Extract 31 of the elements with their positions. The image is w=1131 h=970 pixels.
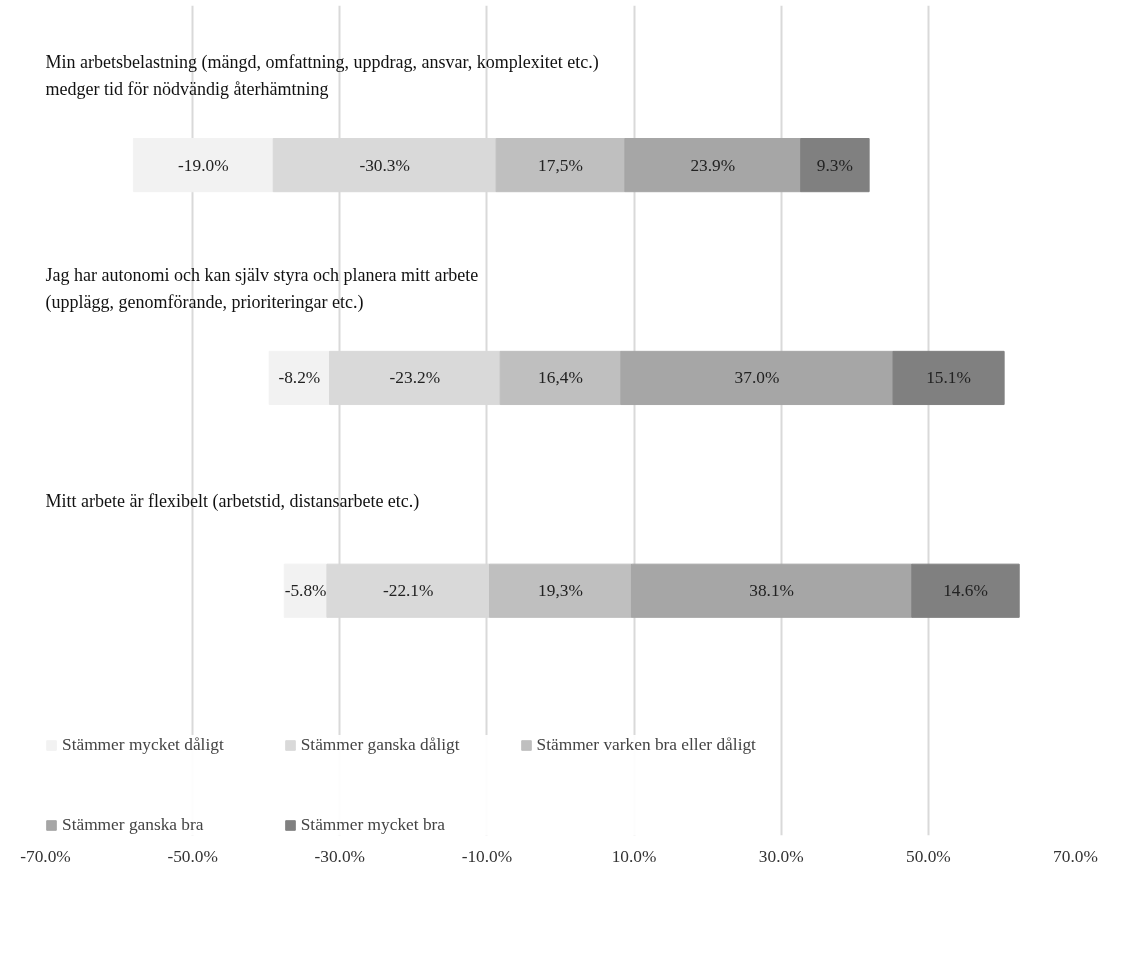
data-label: -8.2%	[278, 368, 321, 388]
legend-label: Stämmer mycket bra	[300, 815, 446, 835]
legend-label: Stämmer ganska dåligt	[300, 735, 460, 755]
data-label: -22.1%	[382, 581, 434, 601]
x-tick-label: -70.0%	[20, 846, 71, 866]
data-label: 9.3%	[816, 155, 853, 175]
x-tick-label: 50.0%	[905, 846, 951, 866]
y-tick-label: Mitt arbete är flexibelt (arbetstid, distansarbete etc.)	[45, 491, 420, 513]
data-label: 15.1%	[926, 368, 971, 388]
data-label: -19.0%	[178, 155, 229, 175]
x-tick-label: 30.0%	[758, 846, 804, 866]
x-tick-label: -10.0%	[461, 846, 513, 866]
data-label: 38.1%	[749, 581, 795, 601]
legend-label: Stämmer varken bra eller dåligt	[536, 735, 756, 755]
y-tick-label: Min arbetsbelastning (mängd, omfattning, uppdrag, ansvar, komplexitet etc.) medger tid för nödvändig återhämtning	[45, 52, 599, 100]
legend-label: Stämmer ganska bra	[62, 815, 204, 835]
legend-label: Stämmer mycket dåligt	[62, 735, 224, 755]
data-label: -23.2%	[389, 368, 441, 388]
data-label: 19,3%	[538, 581, 583, 601]
y-tick-label: Jag har autonomi och kan själv styra och planera mitt arbete (upplägg, genomförande, prioriteringar etc.)	[45, 265, 479, 314]
x-tick-label: 70.0%	[1053, 846, 1098, 866]
x-tick-label: 10.0%	[611, 846, 657, 866]
x-tick-label: -30.0%	[314, 846, 366, 866]
x-tick-label: -50.0%	[167, 846, 218, 866]
data-label: 16,4%	[538, 368, 583, 388]
data-label: 37.0%	[734, 368, 780, 388]
data-label: -30.3%	[359, 155, 410, 175]
data-label: 14.6%	[943, 581, 988, 601]
data-label: 17,5%	[538, 155, 583, 175]
data-label: -5.8%	[284, 581, 327, 601]
data-label: 23.9%	[690, 155, 736, 175]
